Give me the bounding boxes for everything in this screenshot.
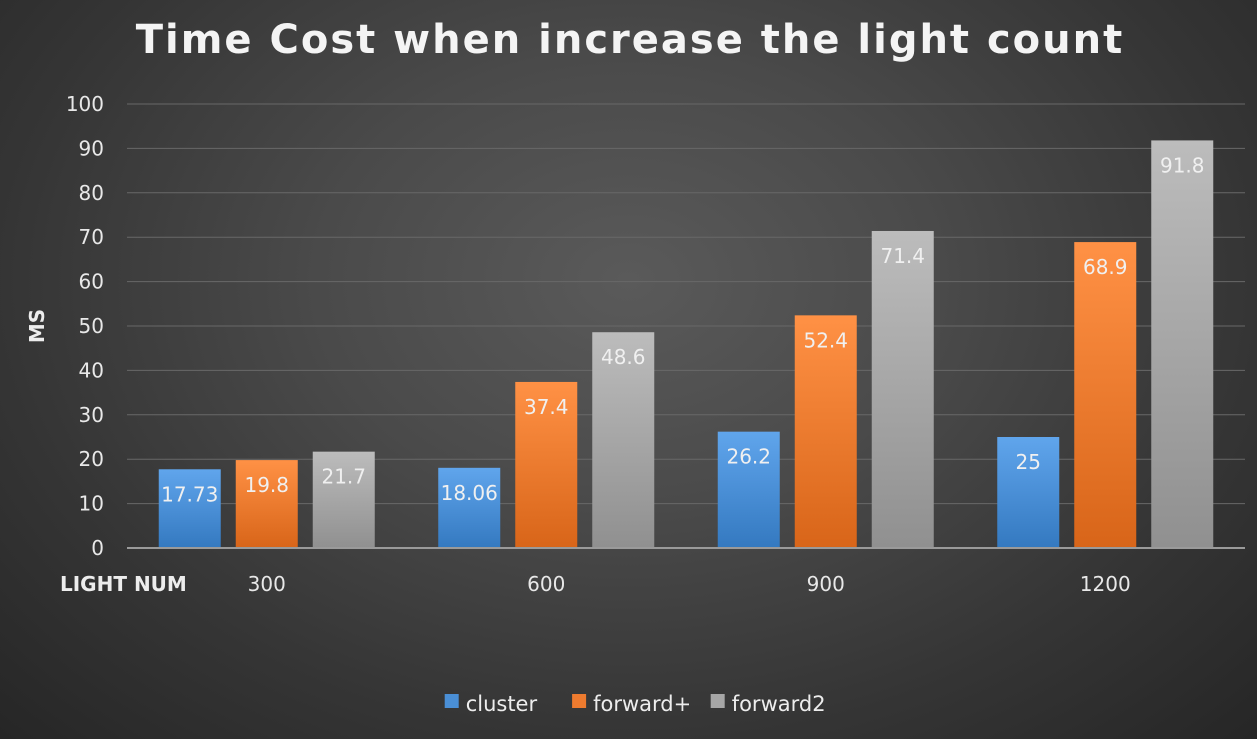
- y-tick-label: 90: [79, 136, 104, 160]
- data-label: 91.8: [1160, 153, 1205, 177]
- bar-cluster-600: [438, 467, 501, 548]
- data-label: 71.4: [880, 244, 925, 268]
- data-label: 19.8: [244, 473, 289, 497]
- chart-title: Time Cost when increase the light count: [136, 17, 1125, 63]
- data-label: 25: [1016, 450, 1041, 474]
- y-tick-label: 10: [79, 492, 104, 516]
- bar-forward+-300: [235, 460, 298, 548]
- data-labels: 17.73 19.8 21.7 18.06 37.4 48.6 26.2 52.4 71.4 25…: [161, 153, 1204, 506]
- data-label: 17.73: [161, 482, 218, 506]
- legend-swatch-forward2: [710, 694, 725, 708]
- data-label: 48.6: [601, 345, 646, 369]
- bar-cluster-1200: [997, 437, 1060, 548]
- y-axis-title: MS: [25, 309, 49, 343]
- legend-label-forward2: forward2: [732, 692, 826, 716]
- y-tick-label: 0: [91, 536, 104, 560]
- bar-forward2-300: [312, 451, 375, 548]
- data-label: 37.4: [524, 395, 569, 419]
- bars: [158, 140, 1214, 549]
- legend: cluster forward+ forward2: [444, 692, 826, 716]
- x-tick-label: 600: [527, 572, 565, 596]
- data-label: 21.7: [321, 465, 366, 489]
- x-tick-label: 1200: [1080, 572, 1131, 596]
- y-axis-ticks: 0 10 20 30 40 50 60 70 80 90 100: [66, 92, 104, 560]
- data-label: 52.4: [803, 328, 848, 352]
- data-label: 26.2: [726, 445, 771, 469]
- y-tick-label: 80: [79, 181, 104, 205]
- bar-forward2-1200: [1151, 140, 1214, 548]
- x-axis-title: LIGHT NUM: [60, 572, 187, 596]
- bar-forward+-1200: [1074, 242, 1137, 549]
- bar-forward2-900: [871, 230, 934, 548]
- y-tick-label: 60: [79, 270, 104, 294]
- data-label: 68.9: [1083, 255, 1128, 279]
- data-label: 18.06: [441, 481, 498, 505]
- bar-forward+-600: [515, 381, 578, 548]
- y-tick-label: 40: [79, 358, 104, 382]
- y-tick-label: 100: [66, 92, 104, 116]
- y-tick-label: 20: [79, 447, 104, 471]
- bar-forward2-600: [592, 332, 655, 548]
- bar-forward+-900: [794, 315, 857, 548]
- legend-swatch-forward+: [572, 694, 587, 708]
- bar-cluster-900: [717, 431, 780, 548]
- y-tick-label: 50: [79, 314, 104, 338]
- x-tick-label: 300: [248, 572, 286, 596]
- x-axis-ticks: 300 600 900 1200: [248, 572, 1131, 596]
- legend-label-cluster: cluster: [466, 692, 538, 716]
- legend-swatch-cluster: [444, 694, 459, 708]
- bar-cluster-300: [158, 469, 221, 548]
- y-tick-label: 70: [79, 225, 104, 249]
- x-tick-label: 900: [807, 572, 845, 596]
- y-tick-label: 30: [79, 403, 104, 427]
- legend-label-forward+: forward+: [593, 692, 691, 716]
